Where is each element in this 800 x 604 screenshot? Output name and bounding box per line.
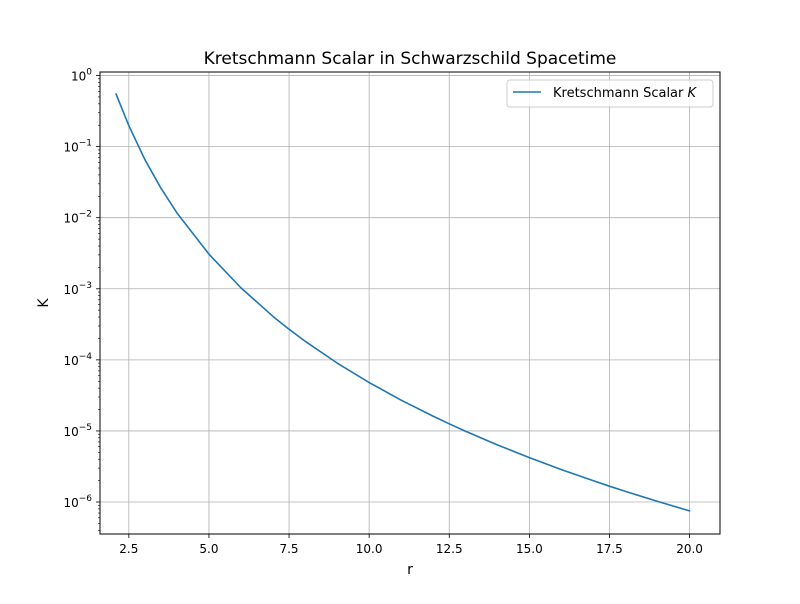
grid-layer xyxy=(100,72,720,534)
x-tick-label: 12.5 xyxy=(436,542,463,556)
y-tick-label: 10−5 xyxy=(63,423,92,439)
legend-box xyxy=(506,79,714,108)
x-tick-label: 5.0 xyxy=(199,542,218,556)
x-tick-label: 10.0 xyxy=(356,542,383,556)
y-axis-ticks: 10−6 10−5 10−4 10−3 10−2 10−1 100 xyxy=(63,68,100,531)
x-axis-label: r xyxy=(407,562,413,578)
x-tick-label: 7.5 xyxy=(279,542,298,556)
x-tick-label: 20.0 xyxy=(676,542,703,556)
legend-label-symbol: K xyxy=(688,86,698,101)
x-tick-label: 15.0 xyxy=(516,542,543,556)
x-tick-label: 17.5 xyxy=(596,542,623,556)
y-tick-label: 10−6 xyxy=(63,494,92,510)
y-tick-label: 10−1 xyxy=(63,139,92,155)
series-line-kretschmann xyxy=(115,93,691,512)
chart-title: Kretschmann Scalar in Schwarzschild Spac… xyxy=(204,49,617,69)
legend: Kretschmann Scalar K xyxy=(506,79,714,108)
x-tick-label: 2.5 xyxy=(119,542,138,556)
y-tick-label: 10−3 xyxy=(63,281,92,297)
plot-area-frame xyxy=(99,71,721,535)
y-axis-label: K xyxy=(36,298,52,308)
y-tick-label: 10−4 xyxy=(63,352,92,368)
series-layer xyxy=(115,93,691,512)
legend-label-text: Kretschmann Scalar xyxy=(553,86,688,101)
legend-label: Kretschmann Scalar K xyxy=(553,86,698,101)
y-tick-label: 10−2 xyxy=(63,210,92,226)
x-axis-ticks: 2.5 5.0 7.5 10.0 12.5 15.0 17.5 20.0 xyxy=(119,534,703,556)
y-tick-label: 100 xyxy=(71,68,92,84)
